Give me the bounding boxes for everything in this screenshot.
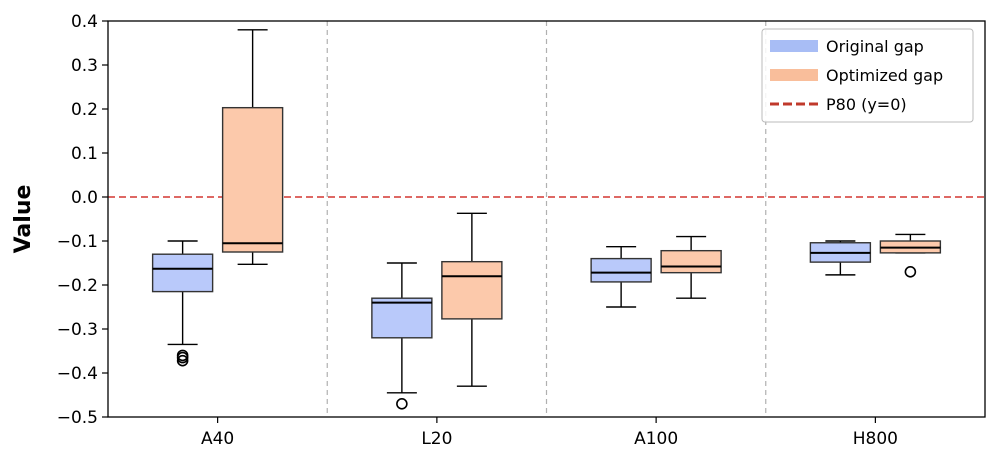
legend-label-original: Original gap (826, 37, 924, 56)
box-iqr (660, 249, 722, 274)
x-tick-label: A40 (201, 429, 234, 449)
box-original-gap-a100 (590, 246, 652, 308)
x-tick-label: A100 (634, 429, 678, 449)
box-optimized-gap-a40 (221, 29, 284, 266)
y-axis-label: Value (11, 185, 36, 254)
y-tick-label: 0.0 (71, 188, 98, 208)
grid-layer (326, 21, 767, 417)
legend-label-reference: P80 (y=0) (826, 95, 907, 114)
box-iqr (371, 297, 433, 339)
legend-swatch-optimized (770, 69, 818, 81)
axis-layer: 0.4 0.3 0.2 0.1 0.0 −0.1 −0.2 −0.3 −0.4 −0.5 A40 L2… (57, 12, 898, 449)
plot-frame (107, 20, 986, 418)
outlier-point (176, 351, 189, 364)
box-iqr (590, 257, 652, 283)
y-tick-label: −0.5 (57, 408, 98, 428)
box-optimized-gap-l20 (441, 212, 503, 387)
box-original-gap-a40 (151, 240, 214, 367)
y-tick-label: −0.1 (57, 232, 98, 252)
y-tick-label: −0.3 (57, 320, 98, 340)
outlier-point (904, 265, 917, 278)
box-optimized-gap-a100 (660, 235, 722, 299)
box-original-gap-h800 (809, 240, 872, 276)
box-iqr (221, 106, 284, 253)
box-optimized-gap-h800 (879, 233, 942, 278)
x-tick-label: L20 (421, 429, 452, 449)
outlier-point (176, 354, 189, 367)
y-tick-label: 0.4 (71, 12, 98, 32)
legend-frame (761, 28, 974, 123)
legend: Original gap Optimized gap P80 (y=0) (761, 28, 974, 123)
box-iqr (441, 260, 503, 320)
box-original-gap-l20 (371, 262, 433, 410)
y-tick-label: −0.2 (57, 276, 98, 296)
legend-swatch-original (770, 40, 818, 52)
outlier-point (396, 397, 408, 410)
x-tick-label: H800 (853, 429, 898, 449)
box-iqr (151, 253, 214, 293)
box-layer (151, 29, 942, 410)
legend-label-optimized: Optimized gap (826, 66, 943, 85)
y-tick-label: −0.4 (57, 364, 98, 384)
y-tick-label: 0.1 (71, 144, 98, 164)
y-tick-label: 0.2 (71, 100, 98, 120)
y-tick-label: 0.3 (71, 56, 98, 76)
